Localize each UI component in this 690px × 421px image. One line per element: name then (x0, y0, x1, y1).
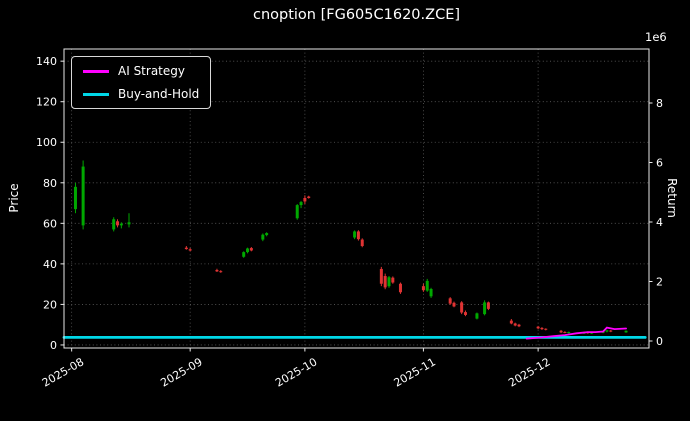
plot-border (63, 48, 650, 349)
legend-label-buy-and-hold: Buy-and-Hold (118, 87, 200, 101)
ai-strategy-line-swatch (83, 69, 109, 73)
svg-text:40: 40 (43, 258, 57, 271)
svg-text:2025-10: 2025-10 (273, 355, 319, 389)
svg-text:6: 6 (656, 157, 663, 170)
svg-text:2025-09: 2025-09 (158, 355, 204, 389)
left-axis-label: Price (7, 183, 21, 213)
legend-item-buy-and-hold: Buy-and-Hold (83, 87, 199, 101)
ai-strategy-line (525, 326, 627, 340)
legend: AI Strategy Buy-and-Hold (71, 56, 212, 109)
svg-text:140: 140 (36, 55, 57, 68)
right-axis-multiplier: 1e6 (645, 30, 667, 44)
svg-text:120: 120 (36, 96, 57, 109)
chart-title: cnoption [FG605C1620.ZCE] (252, 7, 461, 23)
right-axis-label: Return (665, 178, 679, 218)
svg-text:20: 20 (43, 298, 57, 311)
svg-text:2025-11: 2025-11 (392, 355, 438, 389)
candles (73, 160, 628, 335)
svg-text:4: 4 (656, 216, 663, 229)
svg-text:2: 2 (656, 276, 663, 289)
svg-text:60: 60 (43, 217, 57, 230)
svg-text:2025-08: 2025-08 (40, 355, 86, 389)
svg-text:100: 100 (36, 136, 57, 149)
svg-text:8: 8 (656, 97, 663, 110)
legend-label-ai-strategy: AI Strategy (118, 64, 185, 78)
svg-text:0: 0 (656, 335, 663, 348)
legend-item-ai-strategy: AI Strategy (83, 64, 199, 78)
svg-text:80: 80 (43, 177, 57, 190)
buy-and-hold-line-swatch (83, 92, 109, 96)
svg-text:0: 0 (50, 339, 57, 352)
svg-text:2025-12: 2025-12 (506, 355, 552, 389)
